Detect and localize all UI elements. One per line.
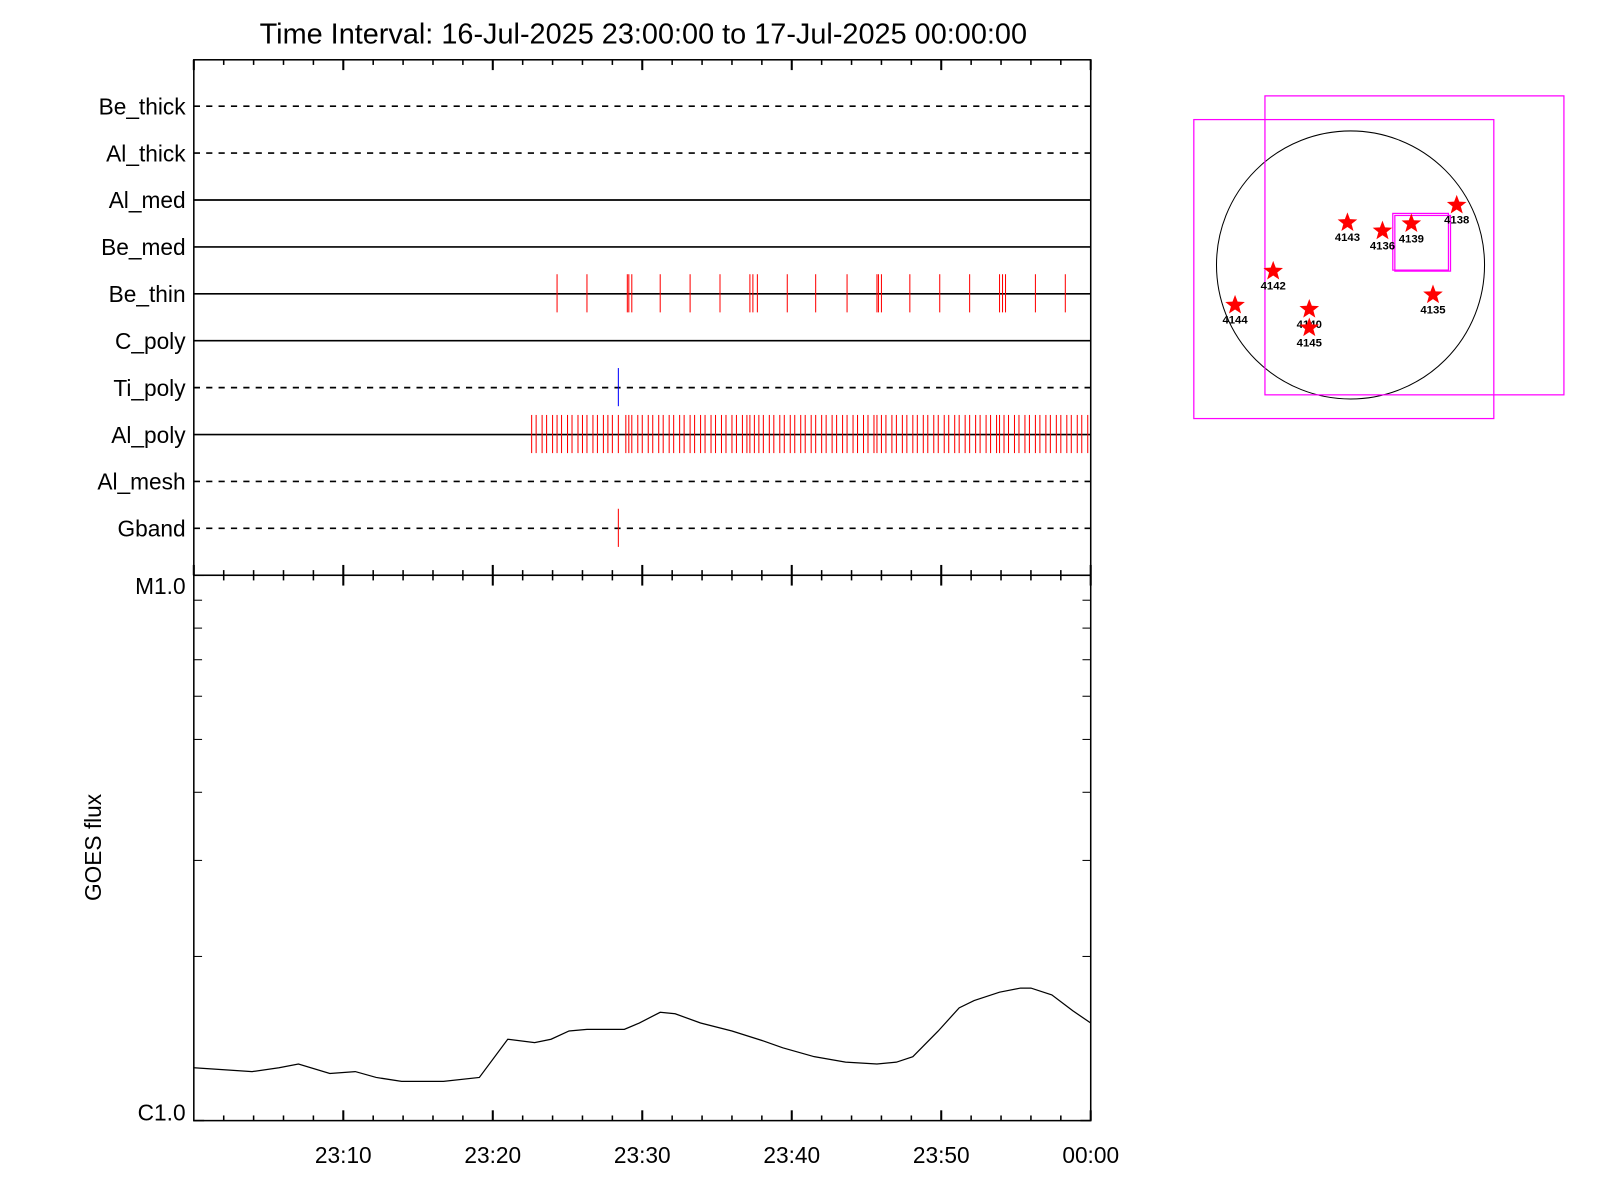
row-label: Al_thick [106,140,186,166]
row-label: Ti_poly [113,375,186,401]
y-tick-label: M1.0 [135,573,185,599]
region-star [1263,260,1283,280]
y-axis-label: GOES flux [80,793,106,901]
region-star [1299,317,1320,337]
fov-box [1193,118,1495,420]
solar-disk [1215,130,1486,400]
region-star [1225,294,1245,314]
row-label: Al_poly [111,422,186,448]
row-label: Be_thin [109,281,186,307]
top-panel-frame [193,59,1092,577]
fov-box [1264,95,1565,396]
x-tick-label: 00:00 [1062,1142,1119,1168]
region-label: 4144 [1222,315,1248,327]
region-star [1337,212,1358,232]
region-star [1372,220,1393,240]
row-label: Al_med [109,187,186,213]
region-star [1401,213,1422,233]
region-label: 4136 [1370,240,1395,252]
bottom-panel-frame [193,574,1092,1122]
row-label: Gband [117,516,185,542]
row-label: Be_thick [99,93,187,119]
row-label: Al_mesh [97,469,185,495]
x-tick-label: 23:40 [763,1142,820,1168]
x-tick-label: 23:20 [464,1142,521,1168]
solar-map: 413841434136413941424144414041454135 [1193,95,1565,420]
region-star [1446,194,1467,214]
row-label: C_poly [115,328,186,354]
flux-line [193,987,1092,1083]
row-label: Be_med [101,234,185,260]
region-star [1299,298,1320,318]
y-tick-label: C1.0 [138,1100,186,1126]
region-label: 4135 [1420,304,1445,316]
region-label: 4142 [1261,281,1286,293]
fov-box [1392,212,1450,271]
region-star [1423,284,1443,304]
region-label: 4143 [1335,232,1360,244]
region-label: 4139 [1399,233,1424,245]
region-label: 4138 [1444,215,1469,227]
x-tick-label: 23:10 [315,1142,372,1168]
region-label: 4145 [1297,337,1322,349]
x-tick-label: 23:50 [913,1142,970,1168]
fov-box [1394,214,1452,272]
chart-title: Time Interval: 16-Jul-2025 23:00:00 to 1… [260,18,1027,50]
x-tick-label: 23:30 [614,1142,671,1168]
